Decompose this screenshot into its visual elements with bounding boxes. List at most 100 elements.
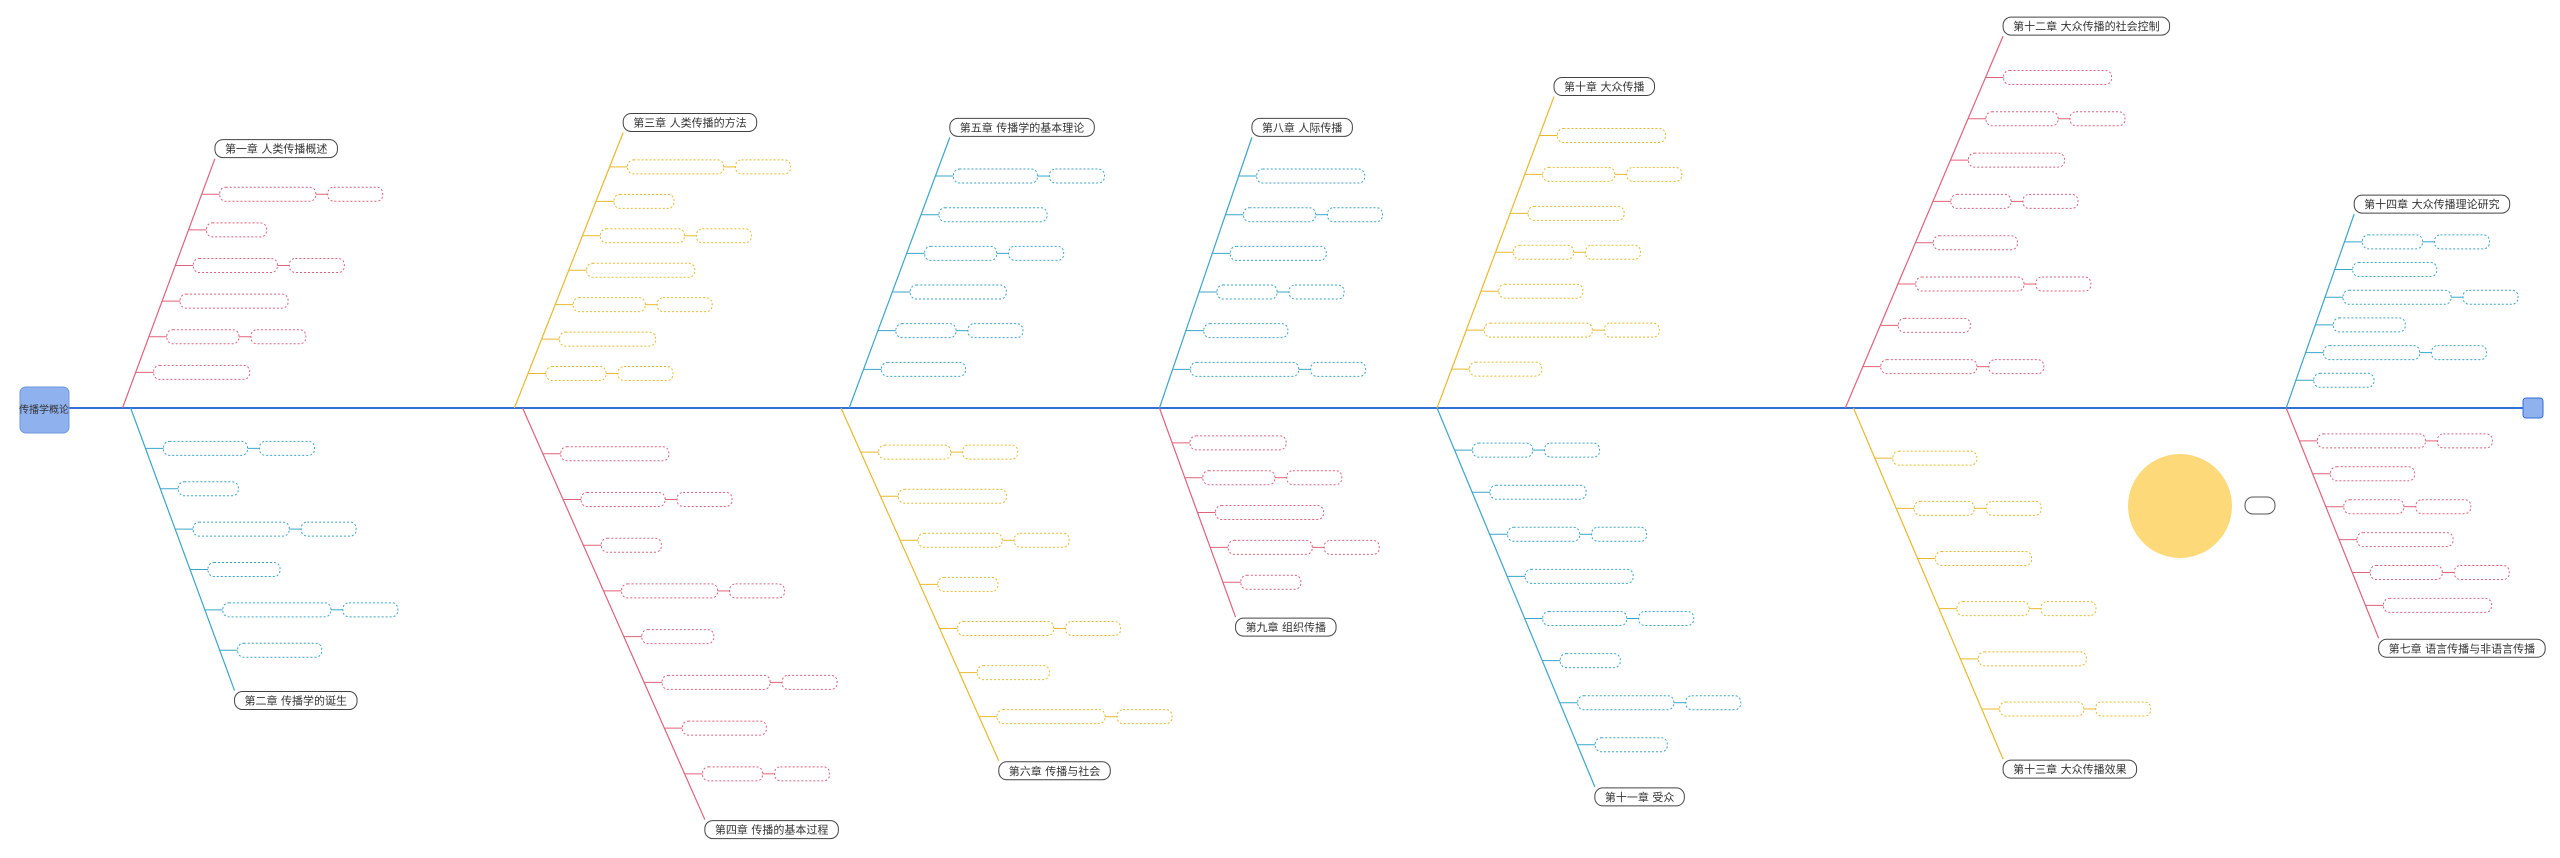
sub-node <box>580 491 666 507</box>
leaf-node <box>1685 695 1742 711</box>
leaf-node <box>2040 601 2097 617</box>
leaf-node <box>1591 526 1648 542</box>
leaf-node <box>617 366 674 382</box>
chapter-node[interactable]: 第八章 人际传播 <box>1251 117 1353 137</box>
leaf-node <box>676 491 733 507</box>
chapter-box <box>949 117 1095 137</box>
chapter-label: 第八章 人际传播 <box>1262 120 1343 134</box>
sub-node <box>2361 234 2423 250</box>
chapter-node[interactable]: 第九章 组织传播 <box>1235 617 1337 637</box>
chapter-node[interactable]: 第六章 传播与社会 <box>998 761 1111 781</box>
chapter-node[interactable]: 第二章 传播学的诞生 <box>234 691 358 711</box>
sub-node <box>2342 289 2452 305</box>
sub-node <box>2330 466 2416 482</box>
sub-node <box>2356 532 2454 548</box>
sub-node <box>897 488 1007 504</box>
leaf-node <box>1288 284 1345 300</box>
sub-node <box>1242 207 1316 223</box>
sub-node <box>681 720 767 736</box>
leaf-node <box>781 674 838 690</box>
sub-node <box>2382 597 2492 613</box>
sub-node <box>937 576 999 592</box>
sub-node <box>192 521 290 537</box>
chapter-node[interactable]: 第十一章 受众 <box>1594 787 1685 807</box>
chapter-box <box>1251 117 1353 137</box>
leaf-node <box>962 444 1019 460</box>
chapter-label: 第十三章 大众传播效果 <box>2013 762 2127 776</box>
branch <box>840 407 1000 762</box>
leaf-node <box>1585 244 1642 260</box>
chapter-box <box>1235 617 1337 637</box>
sub-node <box>957 620 1055 636</box>
leaf-node <box>2415 499 2472 515</box>
chapter-node[interactable]: 第四章 传播的基本过程 <box>704 820 839 840</box>
sub-node <box>1189 435 1287 451</box>
leaf-node <box>1048 168 1105 184</box>
sub-node <box>1594 737 1668 753</box>
chapter-node[interactable]: 第十二章 大众传播的社会控制 <box>2002 16 2171 36</box>
chapter-node[interactable]: 第十四章 大众传播理论研究 <box>2353 194 2511 214</box>
chapter-box <box>2378 638 2546 658</box>
sub-node <box>621 583 719 599</box>
sub-node <box>1256 168 1366 184</box>
sub-node <box>924 245 998 261</box>
leaf-node <box>1116 709 1173 725</box>
empty-node[interactable] <box>2244 496 2276 515</box>
leaf-node <box>1065 620 1122 636</box>
chapter-label: 第九章 组织传播 <box>1246 620 1327 634</box>
chapter-node[interactable]: 第七章 语言传播与非语言传播 <box>2378 638 2546 658</box>
sub-node <box>1542 166 1616 182</box>
sub-node <box>1935 550 2033 566</box>
sub-node <box>1985 111 2059 127</box>
leaf-node <box>695 228 752 244</box>
chapter-node[interactable]: 第十三章 大众传播效果 <box>2002 759 2138 779</box>
chapter-label: 第一章 人类传播概述 <box>225 142 328 156</box>
chapter-box <box>214 139 338 159</box>
leaf-node <box>2436 433 2493 449</box>
sub-node <box>613 193 675 209</box>
chapter-node[interactable]: 第一章 人类传播概述 <box>214 139 338 159</box>
chapter-node[interactable]: 第五章 传播学的基本理论 <box>949 117 1095 137</box>
sub-node <box>207 561 281 577</box>
chapter-label: 第二章 传播学的诞生 <box>245 694 348 708</box>
sub-node <box>2003 69 2113 85</box>
leaf-node <box>1603 322 1660 338</box>
sub-node <box>560 446 670 462</box>
sub-node <box>1913 500 1975 516</box>
leaf-node <box>656 297 713 313</box>
highlight-circle <box>2128 454 2232 558</box>
chapter-box <box>622 112 758 132</box>
sub-node <box>177 481 239 497</box>
sub-node <box>1967 152 2065 168</box>
leaf-node <box>342 602 399 618</box>
leaf-node <box>2035 276 2092 292</box>
leaf-node <box>250 329 307 345</box>
leaf-node <box>1326 207 1383 223</box>
branch <box>1852 407 2004 760</box>
chapter-box <box>704 820 839 840</box>
sub-node <box>1507 526 1581 542</box>
leaf-node <box>2095 701 2152 717</box>
sub-node <box>641 629 715 645</box>
branch <box>2285 407 2380 639</box>
chapter-node[interactable]: 第三章 人类传播的方法 <box>622 112 758 132</box>
sub-node <box>1489 484 1587 500</box>
leaf-node <box>1008 245 1065 261</box>
sub-node <box>661 674 771 690</box>
sub-node <box>917 532 1003 548</box>
sub-node <box>1956 601 2030 617</box>
chapter-label: 第十章 大众传播 <box>1564 80 1645 94</box>
chapter-label: 第十一章 受众 <box>1605 790 1675 804</box>
leaf-node <box>1323 539 1380 555</box>
sub-node <box>878 444 952 460</box>
sub-node <box>627 159 725 175</box>
sub-node <box>1472 442 1534 458</box>
sub-node <box>1556 127 1666 143</box>
chapter-node[interactable]: 第十章 大众传播 <box>1553 77 1656 97</box>
leaf-node <box>729 583 786 599</box>
root-node[interactable] <box>19 386 70 434</box>
root-label: 传播学概论 <box>19 403 69 416</box>
sub-node <box>600 537 662 553</box>
sub-node <box>1203 323 1289 339</box>
